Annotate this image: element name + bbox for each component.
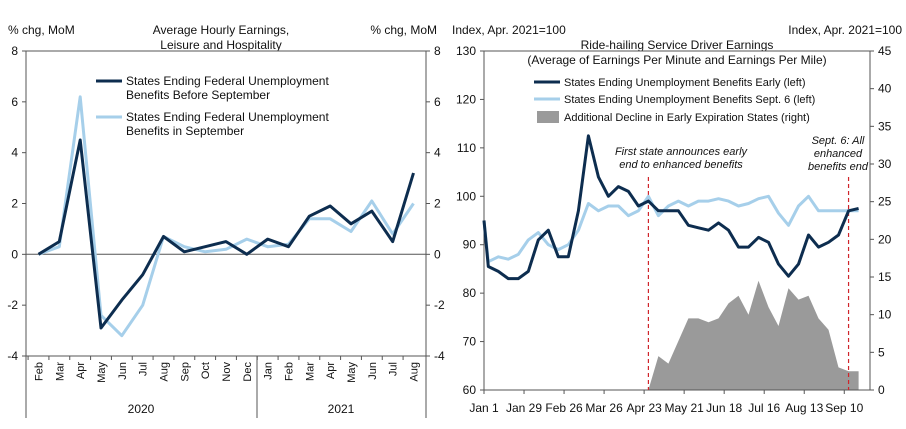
- left-xtick-label: Nov: [221, 362, 233, 382]
- left-xtick-label: Mar: [304, 362, 316, 381]
- left-title-line1: Average Hourly Earnings,: [153, 23, 290, 37]
- annotation-sept6-line1: Sept. 6: All: [812, 135, 865, 147]
- left-xtick-label: Aug: [159, 362, 171, 382]
- left-ytick-label-left: 2: [11, 197, 18, 211]
- right-legend-swatch-decline: [537, 111, 559, 123]
- right-ytick-label-left: 80: [463, 286, 477, 300]
- right-ytick-label-left: 60: [463, 383, 477, 397]
- right-ytick-label-right: 40: [878, 82, 892, 96]
- right-y-ticks-right: 0 5 10 15 20 25 30 35 40 45: [870, 44, 892, 397]
- left-ytick-label-left: 0: [11, 247, 18, 261]
- right-y-ticks-left: 60 70 80 90 100 110 120 130: [456, 44, 484, 397]
- left-ytick-label-right: 6: [434, 95, 441, 109]
- left-ytick-label-left: 8: [11, 44, 18, 58]
- right-series-early: [482, 134, 859, 281]
- right-ytick-label-right: 30: [878, 157, 892, 171]
- right-series-lines: [482, 134, 859, 281]
- left-series-lines: [37, 95, 415, 338]
- left-ytick-label-right: 2: [434, 197, 441, 211]
- annotation-first-state-line1: First state announces early: [615, 146, 749, 158]
- left-xtick-label: Jun: [367, 362, 379, 380]
- year-label-2020: 2020: [128, 402, 155, 416]
- left-ytick-label-left: -4: [7, 349, 18, 363]
- right-ytick-label-left: 120: [456, 92, 476, 106]
- left-xtick-label: Feb: [34, 362, 46, 381]
- right-ylabel-right: Index, Apr. 2021=100: [788, 23, 902, 37]
- right-legend-decline: Additional Decline in Early Expiration S…: [564, 112, 810, 124]
- left-title-line2: Leisure and Hospitality: [160, 38, 281, 52]
- left-xtick-label: Feb: [284, 362, 296, 381]
- left-legend-sept-line1: States Ending Federal Unemployment: [126, 110, 329, 124]
- decline-area-shape: [648, 280, 859, 390]
- right-ytick-label-left: 70: [463, 335, 477, 349]
- right-ytick-label-right: 0: [878, 383, 885, 397]
- left-legend-sept-line2: Benefits in September: [126, 124, 244, 138]
- right-xtick-label: Aug 13: [785, 401, 823, 415]
- right-chart: Index, Apr. 2021=100 Index, Apr. 2021=10…: [452, 23, 902, 415]
- left-xtick-label: Aug: [409, 362, 421, 382]
- right-xtick-label: Sep 10: [825, 401, 863, 415]
- right-title-line1: Ride-hailing Service Driver Earnings: [581, 38, 774, 52]
- annotation-sept6-line3: benefits end: [808, 161, 869, 173]
- left-ytick-label-right: 8: [434, 44, 441, 58]
- annotation-first-state-line2: end to enhanced benefits: [619, 159, 743, 171]
- left-ytick-label-left: 4: [11, 146, 18, 160]
- left-xtick-label: Apr: [75, 362, 87, 379]
- right-ytick-label-left: 130: [456, 44, 476, 58]
- decline-area: [648, 280, 859, 390]
- left-xtick-label: Jun: [117, 362, 129, 380]
- annotation-sept6-line2: enhanced: [814, 148, 863, 160]
- right-ytick-label-right: 25: [878, 195, 892, 209]
- right-legend-early: States Ending Unemployment Benefits Earl…: [564, 77, 806, 89]
- right-ylabel-left: Index, Apr. 2021=100: [452, 23, 566, 37]
- right-ytick-label-right: 45: [878, 44, 892, 58]
- left-ytick-label-right: 0: [434, 247, 441, 261]
- year-label-2021: 2021: [328, 402, 355, 416]
- right-xtick-label: Apr 23: [626, 401, 662, 415]
- left-xtick-label: Dec: [242, 362, 254, 382]
- right-ytick-label-right: 10: [878, 308, 892, 322]
- right-legend-sept: States Ending Unemployment Benefits Sept…: [564, 94, 815, 106]
- right-xtick-label: Feb 26: [545, 401, 583, 415]
- left-ytick-label-left: -2: [7, 298, 18, 312]
- left-xtick-label: Jan: [263, 362, 275, 380]
- right-ytick-label-left: 110: [457, 141, 476, 155]
- left-series-before-september: [37, 138, 415, 330]
- left-ytick-label-left: 6: [11, 95, 18, 109]
- right-ytick-label-right: 20: [878, 232, 892, 246]
- left-xtick-label: Sep: [179, 362, 191, 382]
- left-ytick-label-right: 4: [434, 146, 441, 160]
- right-xtick-label: Mar 26: [585, 401, 623, 415]
- left-xtick-label: Oct: [200, 362, 212, 379]
- left-legend-before-line2: Benefits Before September: [126, 88, 270, 102]
- left-xtick-label: Jul: [388, 362, 400, 376]
- left-ylabel-right: % chg, MoM: [370, 23, 437, 37]
- left-y-ticks: -4 -4 -2 -2 0 0 2 2 4 4 6 6 8 8: [7, 44, 445, 363]
- left-xtick-label: Mar: [54, 362, 66, 381]
- right-xtick-label: Jan 1: [469, 401, 499, 415]
- left-ytick-label-right: -2: [434, 298, 445, 312]
- right-x-ticks: Jan 1 Jan 29 Feb 26 Mar 26 Apr 23 May 21 Jun 1…: [469, 390, 864, 415]
- right-title-line2: (Average of Earnings Per Minute and Earn…: [527, 53, 826, 67]
- left-x-ticks: Feb Mar Apr May Jun Jul Aug Sep Oct Nov Dec Jan Feb M…: [27, 356, 421, 383]
- left-ylabel-left: % chg, MoM: [8, 23, 75, 37]
- left-xtick-label: May: [346, 362, 358, 383]
- right-xtick-label: Jan 29: [506, 401, 542, 415]
- right-ytick-label-left: 100: [456, 189, 476, 203]
- right-xtick-label: Jul 16: [748, 401, 780, 415]
- right-ytick-label-right: 15: [878, 270, 892, 284]
- left-chart: % chg, MoM % chg, MoM Average Hourly Ear…: [7, 23, 445, 418]
- left-xtick-label: May: [96, 362, 108, 383]
- right-xtick-label: Jun 18: [706, 401, 742, 415]
- right-xtick-label: May 21: [664, 401, 704, 415]
- right-ytick-label-left: 90: [463, 238, 477, 252]
- right-ytick-label-right: 5: [878, 345, 885, 359]
- left-legend-before-line1: States Ending Federal Unemployment: [126, 74, 329, 88]
- left-ytick-label-right: -4: [434, 349, 445, 363]
- left-xtick-label: Apr: [325, 362, 337, 379]
- right-ytick-label-right: 35: [878, 119, 892, 133]
- left-xtick-label: Jul: [138, 362, 150, 376]
